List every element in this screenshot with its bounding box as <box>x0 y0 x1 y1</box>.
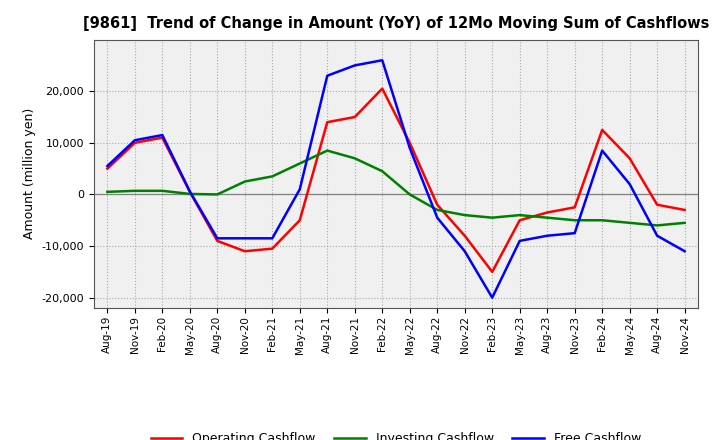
Line: Operating Cashflow: Operating Cashflow <box>107 88 685 272</box>
Title: [9861]  Trend of Change in Amount (YoY) of 12Mo Moving Sum of Cashflows: [9861] Trend of Change in Amount (YoY) o… <box>83 16 709 32</box>
Operating Cashflow <box>130 140 139 146</box>
Investing Cashflow <box>295 161 304 166</box>
Free Cashflow <box>570 231 579 236</box>
Operating Cashflow <box>543 210 552 215</box>
Investing Cashflow <box>213 192 222 197</box>
Free Cashflow <box>378 58 387 63</box>
Investing Cashflow <box>626 220 634 225</box>
Operating Cashflow <box>598 127 606 132</box>
Free Cashflow <box>103 163 112 169</box>
Operating Cashflow <box>488 269 497 275</box>
Investing Cashflow <box>460 213 469 218</box>
Operating Cashflow <box>378 86 387 91</box>
Free Cashflow <box>268 236 276 241</box>
Y-axis label: Amount (million yen): Amount (million yen) <box>23 108 36 239</box>
Investing Cashflow <box>516 213 524 218</box>
Investing Cashflow <box>158 188 166 194</box>
Free Cashflow <box>543 233 552 238</box>
Investing Cashflow <box>653 223 662 228</box>
Free Cashflow <box>488 295 497 301</box>
Operating Cashflow <box>351 114 359 120</box>
Free Cashflow <box>295 187 304 192</box>
Free Cashflow <box>598 148 606 153</box>
Operating Cashflow <box>240 249 249 254</box>
Operating Cashflow <box>460 233 469 238</box>
Investing Cashflow <box>378 169 387 174</box>
Operating Cashflow <box>405 140 414 146</box>
Free Cashflow <box>213 236 222 241</box>
Investing Cashflow <box>130 188 139 194</box>
Line: Free Cashflow: Free Cashflow <box>107 60 685 298</box>
Free Cashflow <box>186 189 194 194</box>
Investing Cashflow <box>268 174 276 179</box>
Investing Cashflow <box>405 192 414 197</box>
Free Cashflow <box>130 138 139 143</box>
Legend: Operating Cashflow, Investing Cashflow, Free Cashflow: Operating Cashflow, Investing Cashflow, … <box>146 427 646 440</box>
Free Cashflow <box>680 249 689 254</box>
Operating Cashflow <box>213 238 222 244</box>
Operating Cashflow <box>626 156 634 161</box>
Operating Cashflow <box>680 207 689 213</box>
Investing Cashflow <box>240 179 249 184</box>
Investing Cashflow <box>323 148 332 153</box>
Free Cashflow <box>323 73 332 78</box>
Investing Cashflow <box>433 207 441 213</box>
Free Cashflow <box>405 145 414 150</box>
Operating Cashflow <box>516 218 524 223</box>
Investing Cashflow <box>186 191 194 197</box>
Operating Cashflow <box>158 135 166 140</box>
Investing Cashflow <box>680 220 689 225</box>
Operating Cashflow <box>323 120 332 125</box>
Free Cashflow <box>626 181 634 187</box>
Operating Cashflow <box>295 218 304 223</box>
Investing Cashflow <box>543 215 552 220</box>
Investing Cashflow <box>488 215 497 220</box>
Free Cashflow <box>351 63 359 68</box>
Free Cashflow <box>460 249 469 254</box>
Free Cashflow <box>433 215 441 220</box>
Operating Cashflow <box>433 202 441 207</box>
Investing Cashflow <box>598 218 606 223</box>
Free Cashflow <box>653 233 662 238</box>
Operating Cashflow <box>570 205 579 210</box>
Free Cashflow <box>158 132 166 138</box>
Free Cashflow <box>516 238 524 244</box>
Operating Cashflow <box>653 202 662 207</box>
Free Cashflow <box>240 236 249 241</box>
Investing Cashflow <box>351 156 359 161</box>
Investing Cashflow <box>103 189 112 194</box>
Operating Cashflow <box>268 246 276 251</box>
Investing Cashflow <box>570 218 579 223</box>
Operating Cashflow <box>103 166 112 171</box>
Line: Investing Cashflow: Investing Cashflow <box>107 150 685 225</box>
Operating Cashflow <box>186 189 194 194</box>
